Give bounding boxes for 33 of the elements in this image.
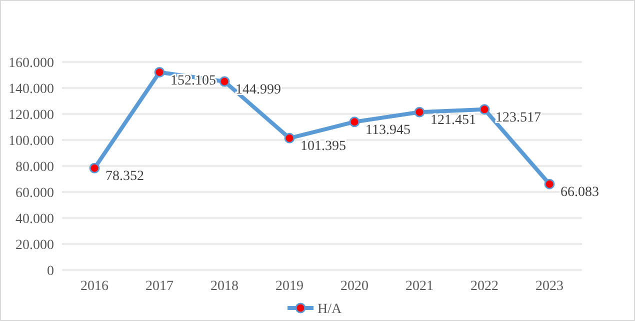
data-label: 113.945	[366, 122, 410, 138]
point	[284, 132, 295, 144]
y-tick-label: 0	[47, 264, 54, 279]
y-tick-label: 160.000	[8, 56, 54, 71]
x-tick-label: 2019	[276, 279, 304, 294]
legend-label: H/A	[318, 302, 342, 317]
data-label: 78.352	[106, 169, 144, 184]
y-tick-label: 40.000	[16, 212, 54, 227]
data-label: 123.517	[496, 110, 541, 126]
x-tick-label: 2021	[406, 279, 434, 294]
y-tick-label: 80.000	[16, 160, 54, 175]
data-label: 101.395	[300, 139, 346, 154]
x-tick-label: 2016	[80, 279, 108, 294]
point	[89, 162, 100, 174]
y-tick-label: 60.000	[16, 186, 54, 201]
point	[544, 178, 555, 190]
data-label: 66.083	[560, 185, 599, 200]
y-tick-label: 120.000	[8, 108, 54, 123]
point	[219, 76, 230, 87]
x-tick-label: 2022	[470, 279, 498, 294]
point	[349, 116, 360, 128]
x-tick-label: 2020	[340, 279, 368, 294]
point	[414, 106, 425, 118]
x-tick-label: 2017	[146, 279, 174, 294]
y-tick-label: 140.000	[8, 82, 54, 97]
y-tick-label: 100.000	[8, 134, 54, 149]
point	[479, 104, 490, 115]
data-label: 121.451	[430, 113, 476, 128]
point	[154, 67, 165, 78]
x-tick-label: 2018	[210, 279, 238, 294]
y-tick-label: 20.000	[16, 238, 54, 253]
x-tick-label: 2023	[536, 279, 564, 294]
data-label: 144.999	[236, 82, 281, 98]
